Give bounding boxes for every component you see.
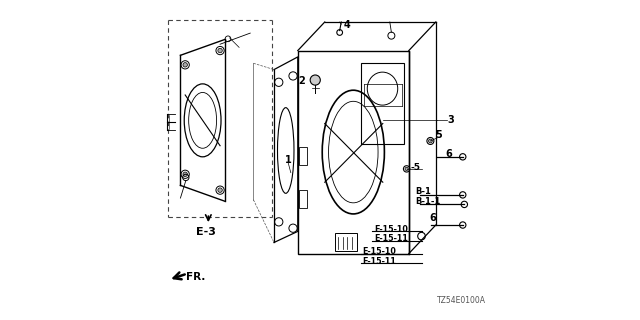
Circle shape [429,139,432,143]
Text: E-15-10: E-15-10 [374,225,408,234]
Circle shape [183,63,188,67]
Text: E-3: E-3 [196,227,216,237]
Text: 5: 5 [435,130,442,140]
Circle shape [218,188,222,192]
Bar [300,190,307,208]
Text: 6: 6 [429,213,436,223]
Bar [361,63,404,144]
Text: E-15-10: E-15-10 [362,247,396,257]
Text: B-1: B-1 [415,187,431,196]
Circle shape [310,75,320,85]
Text: -5: -5 [410,164,420,172]
Text: E-15-11: E-15-11 [362,257,396,266]
Circle shape [218,48,222,53]
Bar [335,233,356,252]
Circle shape [405,167,408,171]
Circle shape [183,172,188,177]
Text: E-15-11: E-15-11 [374,234,408,243]
Text: 2: 2 [298,76,305,86]
Bar [300,147,307,165]
Text: 6: 6 [445,149,452,159]
Text: TZ54E0100A: TZ54E0100A [437,296,486,305]
Bar [298,51,409,253]
Text: 4: 4 [344,20,350,30]
Text: 3: 3 [447,115,454,125]
Text: FR.: FR. [186,272,205,282]
Text: 1: 1 [285,155,292,165]
Text: B-1-1: B-1-1 [415,197,440,206]
